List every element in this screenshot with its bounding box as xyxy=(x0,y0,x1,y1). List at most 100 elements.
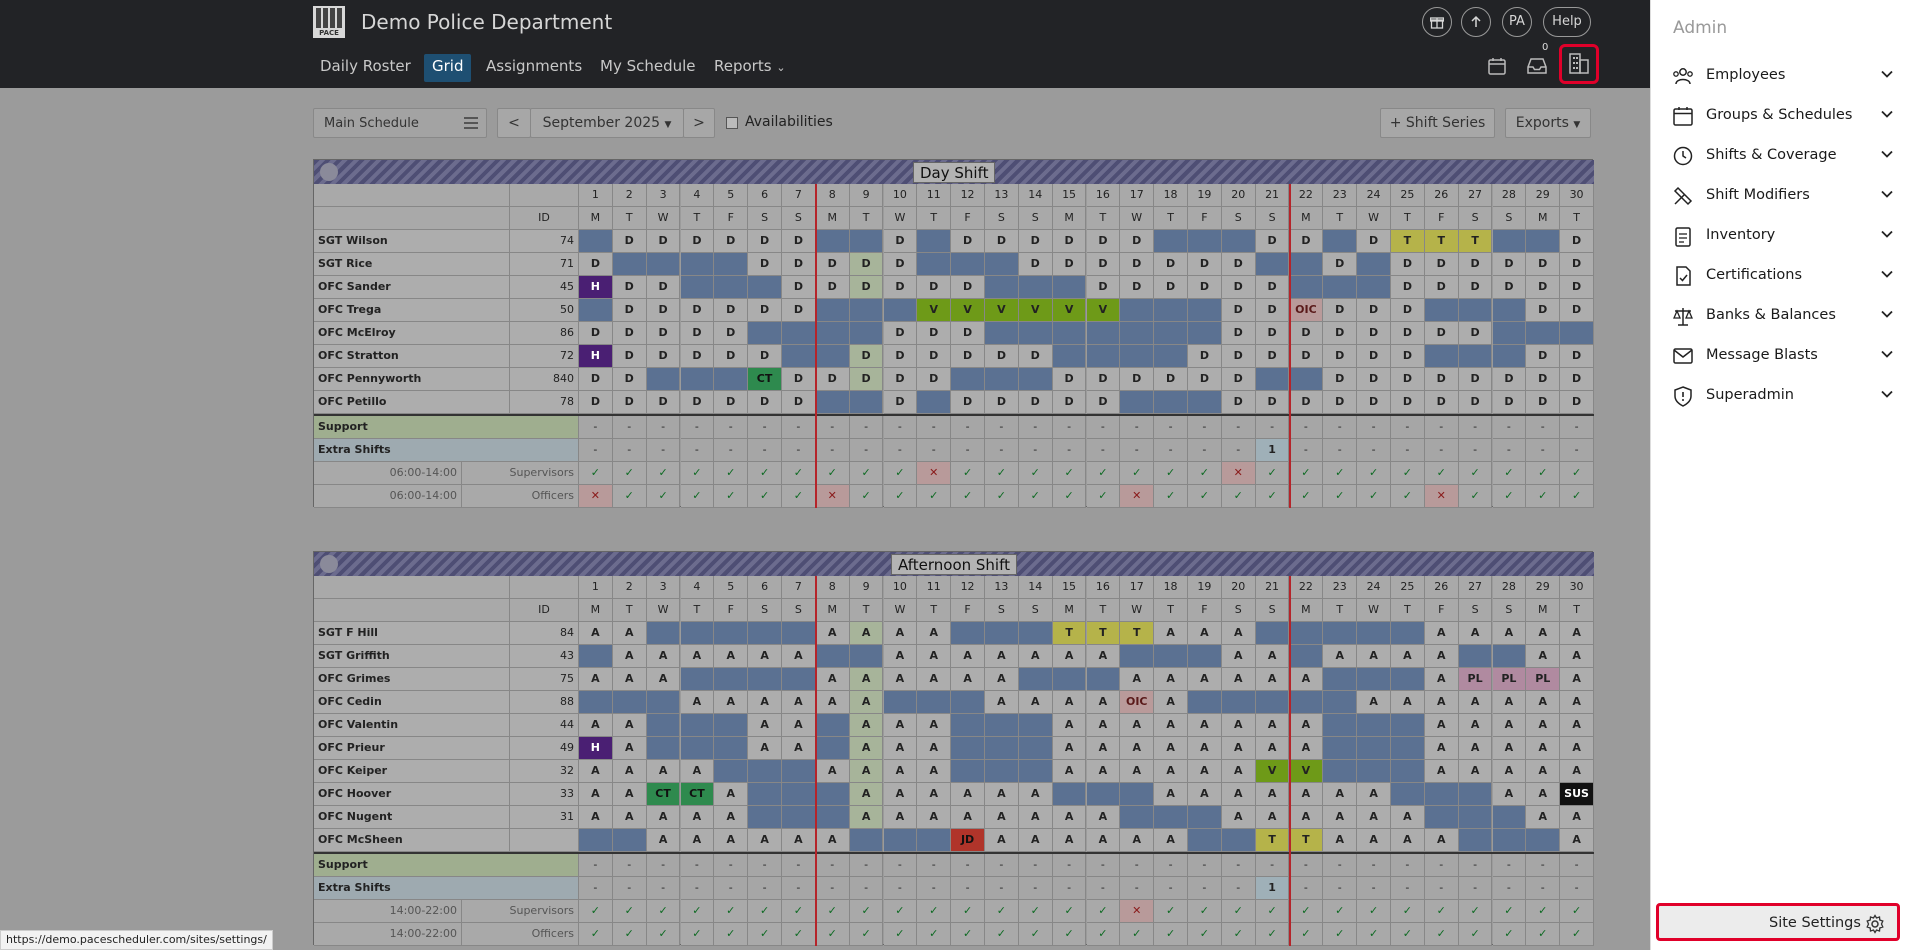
shift-cell[interactable] xyxy=(917,691,952,714)
shift-cell[interactable] xyxy=(1018,368,1053,391)
shift-cell[interactable]: D xyxy=(1357,368,1391,391)
shift-cell[interactable]: JD xyxy=(951,829,985,852)
shift-cell[interactable] xyxy=(680,253,715,276)
shift-cell[interactable] xyxy=(1492,299,1527,322)
shift-cell[interactable]: A xyxy=(579,783,613,806)
shift-cell[interactable]: D xyxy=(1188,345,1222,368)
shift-cell[interactable] xyxy=(1323,760,1358,783)
shift-cell[interactable]: A xyxy=(1458,714,1493,737)
shift-cell[interactable]: D xyxy=(1255,276,1290,299)
shift-cell[interactable]: D xyxy=(1221,391,1256,414)
shift-cell[interactable]: A xyxy=(1424,645,1459,668)
shift-cell[interactable] xyxy=(1154,230,1188,253)
shift-cell[interactable]: D xyxy=(1154,368,1188,391)
shift-cell[interactable]: D xyxy=(1188,253,1222,276)
shift-cell[interactable] xyxy=(985,322,1019,345)
shift-cell[interactable]: A xyxy=(612,668,647,691)
employee-name[interactable]: SGT Rice xyxy=(314,253,510,276)
user-avatar[interactable]: PA xyxy=(1502,7,1532,37)
shift-cell[interactable] xyxy=(815,391,850,414)
sidebar-item-message-blasts[interactable]: Message Blasts xyxy=(1672,341,1894,371)
shift-cell[interactable]: A xyxy=(1154,668,1188,691)
nav-reports[interactable]: Reports ⌄ xyxy=(706,54,794,82)
shift-cell[interactable]: A xyxy=(714,829,749,852)
shift-cell[interactable] xyxy=(1560,322,1594,345)
shift-cell[interactable]: OIC xyxy=(1289,299,1324,322)
shift-cell[interactable]: A xyxy=(646,668,681,691)
shift-cell[interactable]: D xyxy=(951,276,985,299)
employee-name[interactable]: OFC Cedin xyxy=(314,691,510,714)
shift-cell[interactable]: D xyxy=(579,368,613,391)
shift-cell[interactable]: D xyxy=(1221,253,1256,276)
shift-cell[interactable]: D xyxy=(1052,253,1087,276)
shift-cell[interactable] xyxy=(646,253,681,276)
shift-cell[interactable]: D xyxy=(815,253,850,276)
shift-cell[interactable]: A xyxy=(748,691,782,714)
employee-name[interactable]: OFC Prieur xyxy=(314,737,510,760)
shift-cell[interactable] xyxy=(917,391,952,414)
shift-cell[interactable] xyxy=(714,737,749,760)
shift-cell[interactable]: D xyxy=(1221,345,1256,368)
shift-cell[interactable] xyxy=(1492,806,1527,829)
shift-cell[interactable]: A xyxy=(1391,806,1425,829)
employee-name[interactable]: OFC Nugent xyxy=(314,806,510,829)
employee-name[interactable]: OFC McElroy xyxy=(314,322,510,345)
shift-cell[interactable]: D xyxy=(1560,230,1594,253)
shift-cell[interactable]: D xyxy=(1391,299,1425,322)
shift-cell[interactable] xyxy=(1458,829,1493,852)
shift-cell[interactable]: D xyxy=(1086,230,1121,253)
shift-cell[interactable] xyxy=(1391,760,1425,783)
shift-cell[interactable]: D xyxy=(883,368,918,391)
shift-cell[interactable] xyxy=(782,783,816,806)
shift-cell[interactable]: A xyxy=(815,668,850,691)
shift-cell[interactable] xyxy=(1323,668,1358,691)
shift-cell[interactable] xyxy=(985,276,1019,299)
shift-cell[interactable]: D xyxy=(1120,368,1155,391)
shift-cell[interactable] xyxy=(1357,276,1391,299)
shift-cell[interactable]: PL xyxy=(1492,668,1527,691)
shift-cell[interactable]: A xyxy=(849,691,884,714)
shift-cell[interactable]: A xyxy=(1289,668,1324,691)
shift-cell[interactable]: H xyxy=(579,345,613,368)
shift-cell[interactable]: D xyxy=(1560,276,1594,299)
shift-cell[interactable]: D xyxy=(1424,391,1459,414)
shift-cell[interactable] xyxy=(1018,737,1053,760)
shift-cell[interactable]: A xyxy=(1424,668,1459,691)
employee-name[interactable]: OFC McSheen xyxy=(314,829,510,852)
shift-cell[interactable] xyxy=(1526,829,1561,852)
shift-cell[interactable]: A xyxy=(1424,622,1459,645)
shift-cell[interactable]: D xyxy=(1391,322,1425,345)
shift-cell[interactable]: D xyxy=(1120,253,1155,276)
shift-cell[interactable] xyxy=(1357,668,1391,691)
employee-name[interactable]: OFC Sander xyxy=(314,276,510,299)
shift-cell[interactable]: A xyxy=(1289,783,1324,806)
nav-grid[interactable]: Grid xyxy=(424,54,472,82)
shift-cell[interactable]: A xyxy=(1357,783,1391,806)
shift-cell[interactable]: V xyxy=(985,299,1019,322)
shift-cell[interactable] xyxy=(1188,829,1222,852)
shift-cell[interactable] xyxy=(1255,253,1290,276)
shift-cell[interactable]: A xyxy=(1086,691,1121,714)
shift-cell[interactable]: A xyxy=(646,806,681,829)
shift-cell[interactable]: V xyxy=(917,299,952,322)
shift-cell[interactable] xyxy=(1289,691,1324,714)
shift-cell[interactable]: A xyxy=(1323,806,1358,829)
shift-cell[interactable] xyxy=(883,691,918,714)
shift-cell[interactable]: D xyxy=(1086,276,1121,299)
shift-cell[interactable] xyxy=(714,253,749,276)
shift-cell[interactable]: T xyxy=(1458,230,1493,253)
shift-cell[interactable] xyxy=(714,368,749,391)
shift-cell[interactable]: D xyxy=(646,299,681,322)
shift-cell[interactable]: D xyxy=(1120,276,1155,299)
shift-cell[interactable]: D xyxy=(1458,276,1493,299)
shift-cell[interactable] xyxy=(1052,783,1087,806)
shift-cell[interactable] xyxy=(1458,806,1493,829)
shift-cell[interactable]: A xyxy=(714,645,749,668)
shift-cell[interactable] xyxy=(849,391,884,414)
shift-cell[interactable]: A xyxy=(579,714,613,737)
shift-cell[interactable]: D xyxy=(815,276,850,299)
shift-cell[interactable]: A xyxy=(1526,783,1561,806)
shift-cell[interactable]: D xyxy=(1391,276,1425,299)
shift-cell[interactable]: A xyxy=(646,829,681,852)
shift-cell[interactable]: A xyxy=(680,806,715,829)
